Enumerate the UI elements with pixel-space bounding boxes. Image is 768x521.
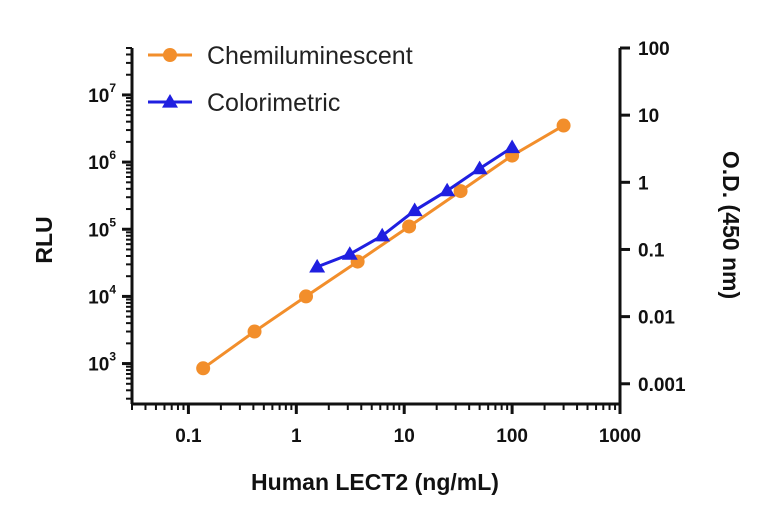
legend: Chemiluminescent Colorimetric	[148, 42, 413, 117]
colorimetric-point	[406, 202, 423, 217]
x-tick-label: 1	[291, 426, 302, 447]
chemiluminescent-point	[247, 324, 262, 339]
ticks: 0.1 1 10 100 1000 103 104 105 106 107 0.001 0.01 0.1…	[88, 39, 686, 447]
chemiluminescent-point	[453, 184, 468, 199]
chemiluminescent-point	[196, 361, 211, 376]
colorimetric-point	[341, 246, 358, 260]
y-right-tick-label: 0.001	[638, 375, 686, 396]
x-tick-label: 0.1	[175, 426, 202, 447]
y-left-tick-label: 106	[88, 148, 116, 174]
series-layer	[196, 118, 571, 376]
y-left-tick-label: 105	[88, 215, 116, 241]
x-axis-title: Human LECT2 (ng/mL)	[251, 469, 499, 495]
chemiluminescent-legend-label: Chemiluminescent	[207, 42, 413, 70]
x-tick-label: 1000	[599, 426, 641, 447]
y-right-tick-label: 10	[638, 106, 659, 127]
chemiluminescent-point	[556, 118, 571, 133]
y-right-tick-label: 100	[638, 39, 670, 60]
y-right-tick-label: 0.1	[638, 240, 665, 261]
chemiluminescent-point	[402, 219, 417, 234]
colorimetric-point	[309, 258, 326, 273]
y-right-tick-label: 1	[638, 173, 649, 194]
x-tick-label: 10	[394, 426, 415, 447]
y-left-tick-label: 107	[88, 81, 116, 107]
axes	[130, 48, 622, 406]
y-right-axis-title: O.D. (450 nm)	[718, 151, 744, 299]
y-right-tick-label: 0.01	[638, 308, 675, 329]
colorimetric-legend-marker	[162, 94, 178, 108]
colorimetric-point	[471, 160, 488, 175]
colorimetric-point	[504, 139, 521, 154]
y-left-tick-label: 103	[88, 350, 116, 376]
chemiluminescent-legend-marker	[163, 48, 177, 62]
y-axis-title: RLU	[31, 216, 57, 263]
y-left-tick-label: 104	[88, 282, 116, 308]
chemiluminescent-point	[299, 289, 314, 304]
colorimetric-point	[374, 227, 391, 242]
colorimetric-legend-label: Colorimetric	[207, 89, 340, 117]
chemiluminescent-series-line	[202, 124, 565, 370]
colorimetric-point	[439, 182, 456, 197]
x-tick-label: 100	[496, 426, 528, 447]
